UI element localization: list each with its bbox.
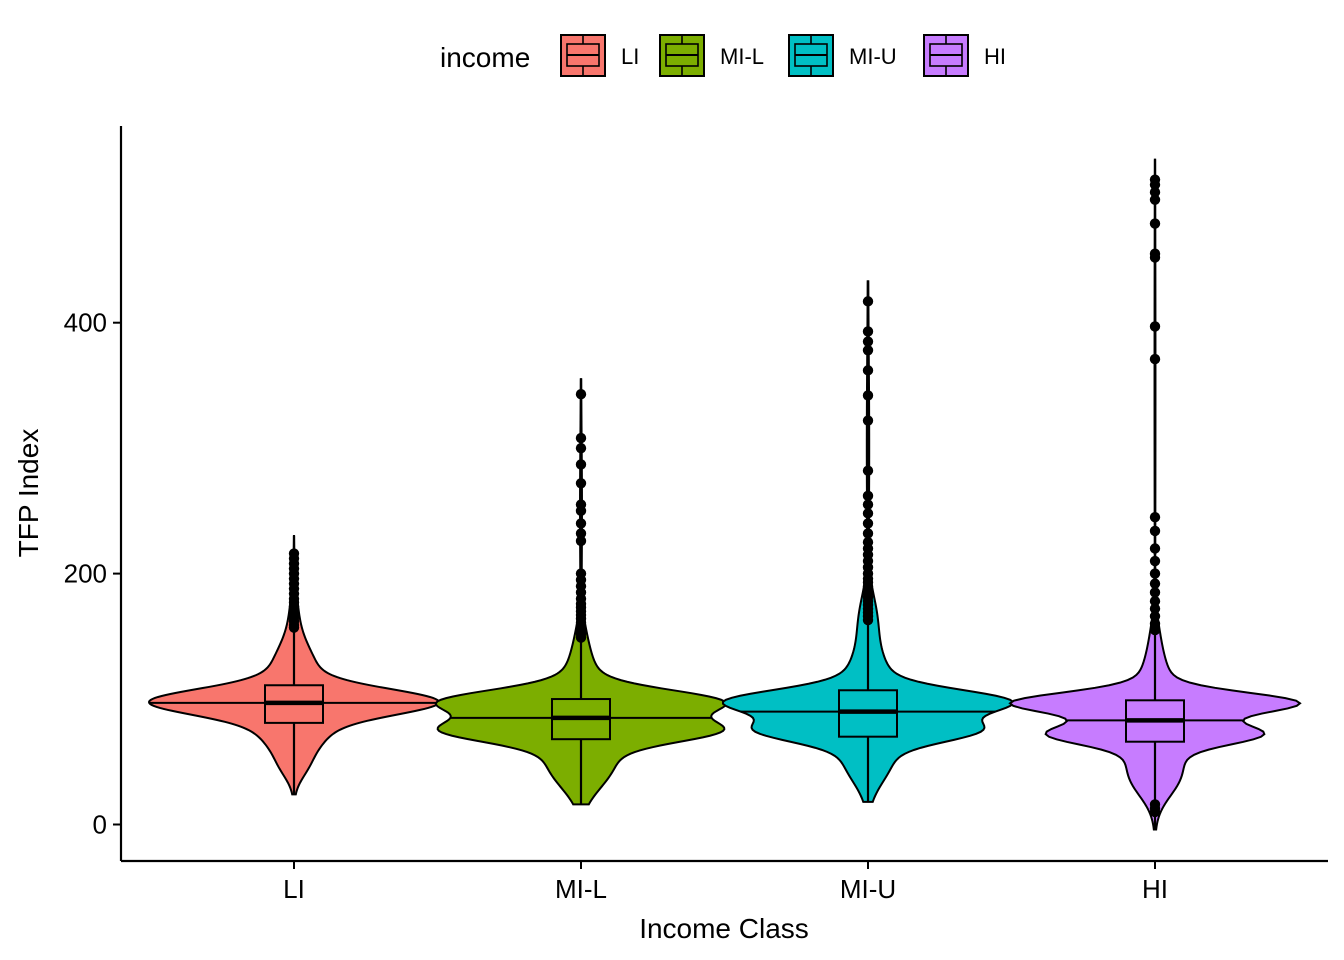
legend-item-hi: HI — [923, 34, 1006, 77]
outlier-point-mi-l — [575, 478, 587, 489]
outlier-point-mi-l — [575, 528, 587, 539]
outlier-point-mi-u — [862, 508, 874, 519]
outlier-point-hi — [1149, 578, 1161, 589]
outlier-point-hi — [1149, 603, 1161, 614]
x-axis-title: Income Class — [639, 913, 809, 944]
legend: income LI MI-L MI-U HI — [440, 34, 1006, 77]
outlier-point-mi-u — [862, 499, 874, 510]
outlier-point-hi — [1149, 595, 1161, 607]
outlier-point-hi — [1149, 511, 1161, 523]
outlier-point-mi-u — [862, 296, 874, 307]
outlier-point-li — [288, 548, 300, 559]
outlier-point-hi — [1149, 353, 1161, 365]
outlier-point-mi-l — [575, 432, 587, 444]
outlier-point-hi — [1149, 799, 1161, 810]
outlier-point-mi-l — [575, 499, 587, 510]
x-tick-label: LI — [283, 874, 305, 904]
violin-group-li — [147, 534, 441, 796]
legend-label-li: LI — [621, 44, 639, 69]
outlier-point-mi-u — [862, 537, 874, 548]
outlier-point-mi-u — [862, 336, 874, 347]
outlier-point-mi-l — [575, 442, 587, 454]
outlier-point-mi-u — [862, 528, 874, 539]
outlier-point-mi-u — [862, 490, 874, 502]
legend-label-mi-l: MI-L — [720, 44, 764, 69]
outlier-point-hi — [1149, 568, 1161, 579]
legend-label-mi-u: MI-U — [849, 44, 897, 69]
legend-item-mi-u: MI-U — [788, 34, 897, 77]
violin-group-mi-u — [722, 280, 1014, 803]
outlier-point-mi-u — [862, 345, 874, 356]
outlier-point-mi-u — [862, 415, 874, 426]
outlier-point-hi — [1149, 525, 1161, 537]
outlier-point-hi — [1149, 187, 1161, 198]
x-tick-label: MI-L — [555, 874, 607, 904]
legend-title: income — [440, 42, 530, 73]
outlier-point-mi-l — [575, 389, 587, 400]
outlier-point-hi — [1149, 555, 1161, 567]
outlier-point-hi — [1149, 321, 1161, 332]
outlier-point-mi-u — [862, 465, 874, 476]
outlier-point-mi-l — [575, 535, 587, 547]
y-tick-label: 0 — [93, 810, 107, 840]
outlier-point-hi — [1149, 618, 1161, 629]
violin-group-mi-l — [434, 378, 728, 806]
y-tick-label: 200 — [64, 559, 107, 589]
x-tick-label: MI-U — [840, 874, 896, 904]
outlier-point-hi — [1149, 543, 1161, 554]
outlier-point-mi-l — [575, 568, 587, 579]
violins-layer — [147, 158, 1302, 831]
y-tick-label: 400 — [64, 308, 107, 338]
outlier-point-hi — [1149, 218, 1161, 229]
legend-item-mi-l: MI-L — [659, 34, 764, 77]
outlier-point-hi — [1149, 194, 1161, 205]
x-tick-label: HI — [1142, 874, 1168, 904]
outlier-point-mi-u — [862, 518, 874, 529]
outlier-point-mi-l — [575, 459, 587, 470]
outlier-point-hi — [1149, 174, 1161, 185]
y-axis-title: TFP Index — [13, 429, 44, 558]
outlier-point-mi-l — [575, 518, 587, 529]
outlier-point-mi-u — [862, 365, 874, 376]
outlier-point-hi — [1149, 587, 1161, 598]
outlier-point-mi-u — [862, 390, 874, 401]
axes: 0 200 400 LI MI-L MI-U HI — [64, 126, 1328, 904]
outlier-point-hi — [1149, 248, 1161, 259]
violin-group-hi — [1008, 158, 1302, 831]
legend-label-hi: HI — [984, 44, 1006, 69]
outlier-point-mi-u — [862, 326, 874, 337]
legend-item-li: LI — [560, 34, 639, 77]
outlier-point-hi — [1149, 611, 1161, 622]
